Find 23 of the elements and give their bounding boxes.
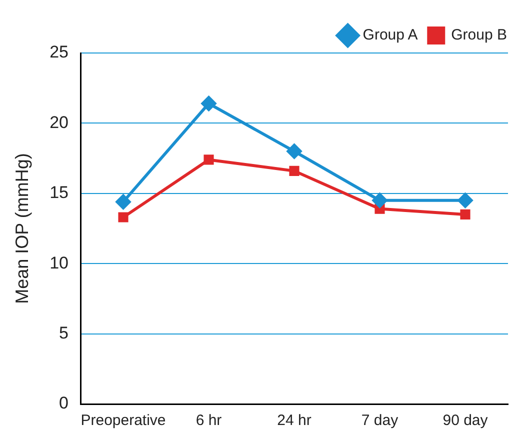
point (458, 192, 473, 208)
x-tick-label: 24 hr (277, 412, 312, 430)
y-tick-label: 10 (50, 253, 69, 272)
y-tick-label: 15 (50, 183, 69, 202)
x-tick-label: 6 hr (196, 412, 222, 430)
point (116, 194, 131, 210)
point (118, 212, 128, 222)
x-tick-label: 90 day (442, 412, 488, 430)
legend-label: Group A (362, 26, 418, 44)
legend-label: Group B (451, 26, 508, 44)
y-tick-label: 5 (59, 323, 69, 342)
y-tick-label: 20 (50, 112, 69, 132)
y-tick-label: 25 (50, 42, 69, 62)
point (286, 144, 302, 159)
point (204, 154, 214, 165)
y-axis-title: Mean IOP (mmHg) (12, 153, 32, 304)
y-tick-label: 0 (59, 394, 69, 413)
x-tick-label: Preoperative (80, 412, 166, 430)
point (372, 192, 388, 208)
point (460, 209, 470, 220)
x-tick-label: 7 day (361, 412, 399, 430)
point (289, 166, 300, 176)
point (201, 96, 216, 112)
